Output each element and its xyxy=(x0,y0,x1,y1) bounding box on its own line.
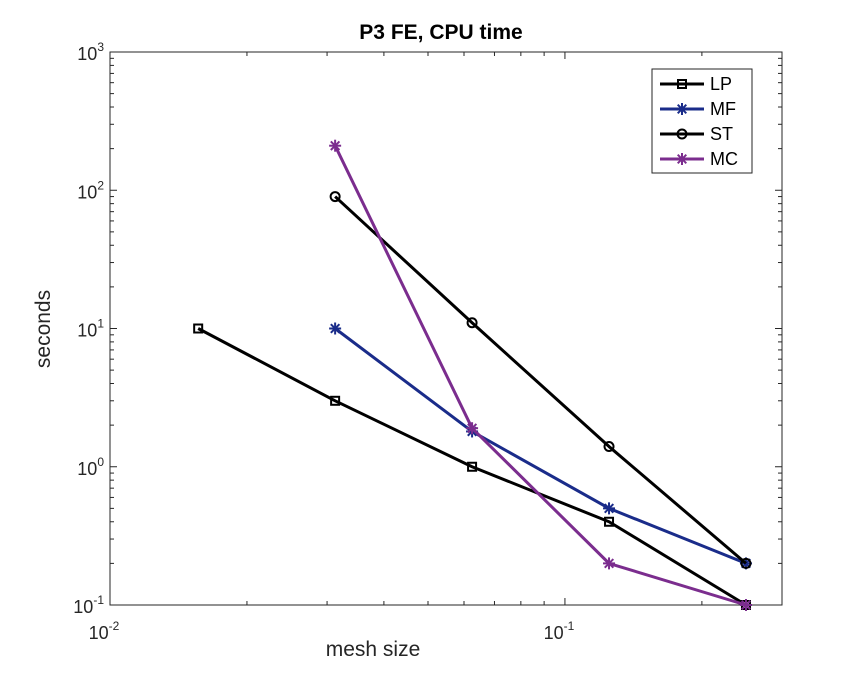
y-tick-label-exponent: 1 xyxy=(97,317,104,331)
y-tick-label-base: 10 xyxy=(73,597,93,617)
data-point-st xyxy=(329,191,341,203)
y-tick-label-base: 10 xyxy=(77,182,97,202)
data-point-mf xyxy=(329,322,342,335)
x-tick-label-base: 10 xyxy=(544,623,564,643)
y-tick-label-exponent: 0 xyxy=(97,455,104,469)
legend-label-lp: LP xyxy=(710,74,732,94)
circle-marker-shape xyxy=(329,191,341,203)
legend-marker-lp xyxy=(677,79,687,89)
y-tick-label-exponent: 3 xyxy=(97,40,104,54)
series-line-lp xyxy=(197,327,747,607)
series-line-mf xyxy=(334,327,747,565)
asterisk-stroke xyxy=(676,153,688,165)
data-point-st xyxy=(603,441,615,453)
data-point-mf xyxy=(603,502,616,515)
data-point-mc xyxy=(466,422,479,435)
square-marker-shape xyxy=(193,323,204,334)
x-axis-label: mesh size xyxy=(326,638,421,661)
data-point-mc xyxy=(603,557,616,570)
series-layer xyxy=(193,139,752,611)
square-marker-shape xyxy=(604,516,615,527)
legend-item-mc: MC xyxy=(660,149,738,169)
legend-marker-mf xyxy=(676,103,688,115)
data-point-mc xyxy=(329,139,342,152)
legend-item-mf: MF xyxy=(660,99,736,119)
circle-marker-shape xyxy=(676,128,688,140)
series-mc xyxy=(329,139,752,611)
asterisk-stroke xyxy=(330,323,341,334)
y-tick-label-base: 10 xyxy=(77,44,97,64)
data-point-lp xyxy=(604,516,615,527)
legend-marker-mc xyxy=(676,153,688,165)
data-point-lp xyxy=(193,323,204,334)
x-tick-label-base: 10 xyxy=(89,623,109,643)
x-tick-label-exponent: -2 xyxy=(109,619,120,633)
data-point-mc xyxy=(739,599,752,611)
series-line-st xyxy=(334,195,747,565)
circle-marker-shape xyxy=(603,441,615,453)
y-tick-label-exponent: -1 xyxy=(93,593,104,607)
series-line-mc xyxy=(333,145,747,607)
legend-label-mc: MC xyxy=(710,149,738,169)
y-axis-label: seconds xyxy=(32,290,55,368)
legend-item-st: ST xyxy=(660,124,733,144)
y-tick-label: 101 xyxy=(77,317,104,341)
legend-marker-st xyxy=(676,128,688,140)
data-point-lp xyxy=(330,395,341,406)
x-axis-ticks: 10-2 10-1 xyxy=(89,52,783,643)
legend-label-st: ST xyxy=(710,124,733,144)
legend-item-lp: LP xyxy=(660,74,732,94)
data-point-st xyxy=(740,557,752,569)
square-marker-shape xyxy=(330,395,341,406)
x-tick-label: 10-2 xyxy=(89,619,120,643)
y-tick-label: 102 xyxy=(77,178,104,202)
y-tick-label: 100 xyxy=(77,455,104,479)
y-tick-label: 10-1 xyxy=(73,593,104,617)
data-point-lp xyxy=(467,461,478,472)
x-tick-label: 10-1 xyxy=(544,619,575,643)
asterisk-stroke xyxy=(604,503,615,514)
y-tick-label-base: 10 xyxy=(77,321,97,341)
square-marker-shape xyxy=(467,461,478,472)
legend: LP MF ST MC xyxy=(651,68,753,174)
asterisk-stroke xyxy=(740,599,751,611)
series-st xyxy=(329,191,752,569)
asterisk-stroke xyxy=(604,558,615,569)
chart-title: P3 FE, CPU time xyxy=(359,21,522,44)
square-marker-shape xyxy=(677,79,687,89)
asterisk-stroke xyxy=(467,423,478,434)
data-point-st xyxy=(466,317,478,329)
legend-label-mf: MF xyxy=(710,99,736,119)
asterisk-stroke xyxy=(330,140,341,151)
legend-box xyxy=(651,68,753,174)
circle-marker-shape xyxy=(740,557,752,569)
y-tick-label-exponent: 2 xyxy=(97,178,104,192)
circle-marker-shape xyxy=(466,317,478,329)
y-tick-label-base: 10 xyxy=(77,459,97,479)
asterisk-stroke xyxy=(676,103,688,115)
y-tick-label: 103 xyxy=(77,40,104,64)
x-tick-label-exponent: -1 xyxy=(564,619,575,633)
